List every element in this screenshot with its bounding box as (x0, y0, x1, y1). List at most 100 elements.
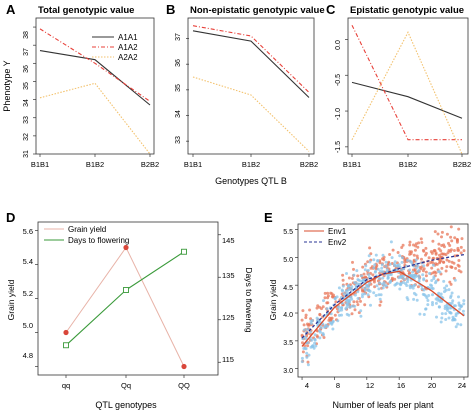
point-env1 (430, 279, 434, 282)
point-env2 (427, 256, 431, 260)
point-env2 (449, 225, 453, 229)
c-ytick: -1.5 (335, 141, 342, 153)
point-env1 (456, 322, 460, 326)
point-env2 (434, 252, 438, 256)
point-env1 (435, 315, 438, 319)
c-xtick: B1B1 (343, 160, 361, 169)
point-env1 (331, 319, 335, 323)
d-ytick: 5.4 (23, 257, 33, 266)
point-env1 (437, 291, 441, 295)
point-env1 (378, 281, 382, 285)
point-env2 (462, 249, 466, 253)
panel-e-yticks: 3.0 3.5 4.0 4.5 5.0 5.5 (283, 229, 293, 375)
point-env1 (417, 279, 421, 283)
point-env1 (356, 290, 360, 294)
point-env2 (352, 300, 356, 304)
point-env1 (437, 305, 441, 309)
point-env2 (316, 304, 320, 308)
d-ytick: 5.0 (23, 321, 33, 330)
point-env1 (312, 346, 316, 350)
point-env1 (431, 263, 435, 267)
point-env1 (340, 306, 343, 310)
point-env2 (359, 299, 362, 303)
panel-e-xticks: 4 8 12 16 20 24 (305, 381, 466, 390)
point-env1 (381, 276, 385, 280)
point-env1 (350, 285, 354, 289)
point-env1 (453, 278, 457, 282)
point-env1 (347, 300, 351, 304)
e-ytick: 5.0 (283, 257, 293, 264)
point-env1 (322, 299, 325, 303)
point-env2 (355, 300, 359, 304)
point-env1 (313, 341, 317, 345)
point-env1 (425, 296, 429, 300)
point-env2 (401, 243, 405, 247)
point-env1 (310, 319, 314, 322)
point-env1 (399, 268, 403, 272)
d-y2tick: 115 (222, 355, 234, 364)
panel-b-letter: B (166, 2, 175, 17)
point-env1 (325, 307, 329, 311)
series-line-a2a2 (351, 31, 463, 155)
point-env1 (422, 278, 426, 282)
point-env2 (333, 313, 337, 317)
point-env2 (350, 277, 354, 280)
point-env2 (306, 344, 310, 348)
point-env1 (422, 288, 426, 292)
point-env1 (363, 287, 367, 291)
point-env2 (416, 245, 420, 249)
point-env1 (380, 263, 384, 267)
point-env1 (345, 272, 348, 275)
point-env1 (431, 301, 434, 304)
point-env1 (373, 270, 377, 274)
panel-b-frame (187, 17, 315, 155)
panel-d: D Grain yield Days to flowering 4.8 5.0 … (6, 210, 254, 410)
point-env1 (374, 253, 378, 257)
point-env1 (376, 267, 380, 271)
point-env1 (388, 262, 392, 266)
point-env1 (402, 277, 406, 281)
a-ytick: 33 (23, 116, 30, 124)
point-env2 (442, 243, 446, 247)
d-y2tick: 145 (222, 236, 235, 245)
series-line-a1a2 (192, 25, 310, 93)
point-env2 (301, 309, 305, 313)
point-env2 (444, 253, 448, 257)
panel-e-letter: E (264, 210, 273, 225)
point-env1 (440, 312, 444, 316)
e-ytick: 4.0 (283, 312, 293, 319)
panel-b-yticks: 33 34 35 36 37 (175, 33, 182, 144)
point-env1 (390, 256, 394, 260)
point-env1 (305, 351, 309, 355)
point-env1 (357, 282, 361, 286)
fit-line-env2 (301, 253, 465, 339)
point-env2 (450, 239, 454, 243)
point-env1 (431, 287, 435, 291)
point-env2 (444, 269, 448, 273)
point-env2 (452, 249, 456, 252)
point-env1 (310, 338, 314, 342)
e-xtick: 24 (458, 381, 466, 390)
point-env1 (377, 277, 381, 280)
series-line-a1a1 (351, 81, 463, 119)
point-env1 (337, 309, 341, 313)
panel-b: B Non-epistatic genotypic value 33 34 35… (166, 2, 325, 186)
point-env2 (430, 260, 434, 264)
d-x-axis-label: QTL genotypes (95, 400, 157, 410)
point-env2 (391, 248, 395, 252)
point-env1 (445, 308, 449, 312)
point-env1 (372, 258, 376, 262)
d-y2tick: 125 (222, 313, 235, 322)
point-env2 (449, 235, 453, 239)
point-env1 (417, 277, 421, 281)
d-xtick: qq (62, 381, 70, 390)
point-env2 (450, 260, 454, 264)
a-xtick: B1B2 (86, 160, 104, 169)
panel-d-series (35, 230, 221, 378)
d-xtick: Qq (121, 381, 131, 390)
point-env1 (414, 293, 418, 297)
e-x-axis-label: Number of leafs per plant (332, 400, 434, 410)
point-env1 (353, 304, 357, 308)
point-env1 (458, 307, 462, 311)
point-env2 (450, 265, 454, 269)
